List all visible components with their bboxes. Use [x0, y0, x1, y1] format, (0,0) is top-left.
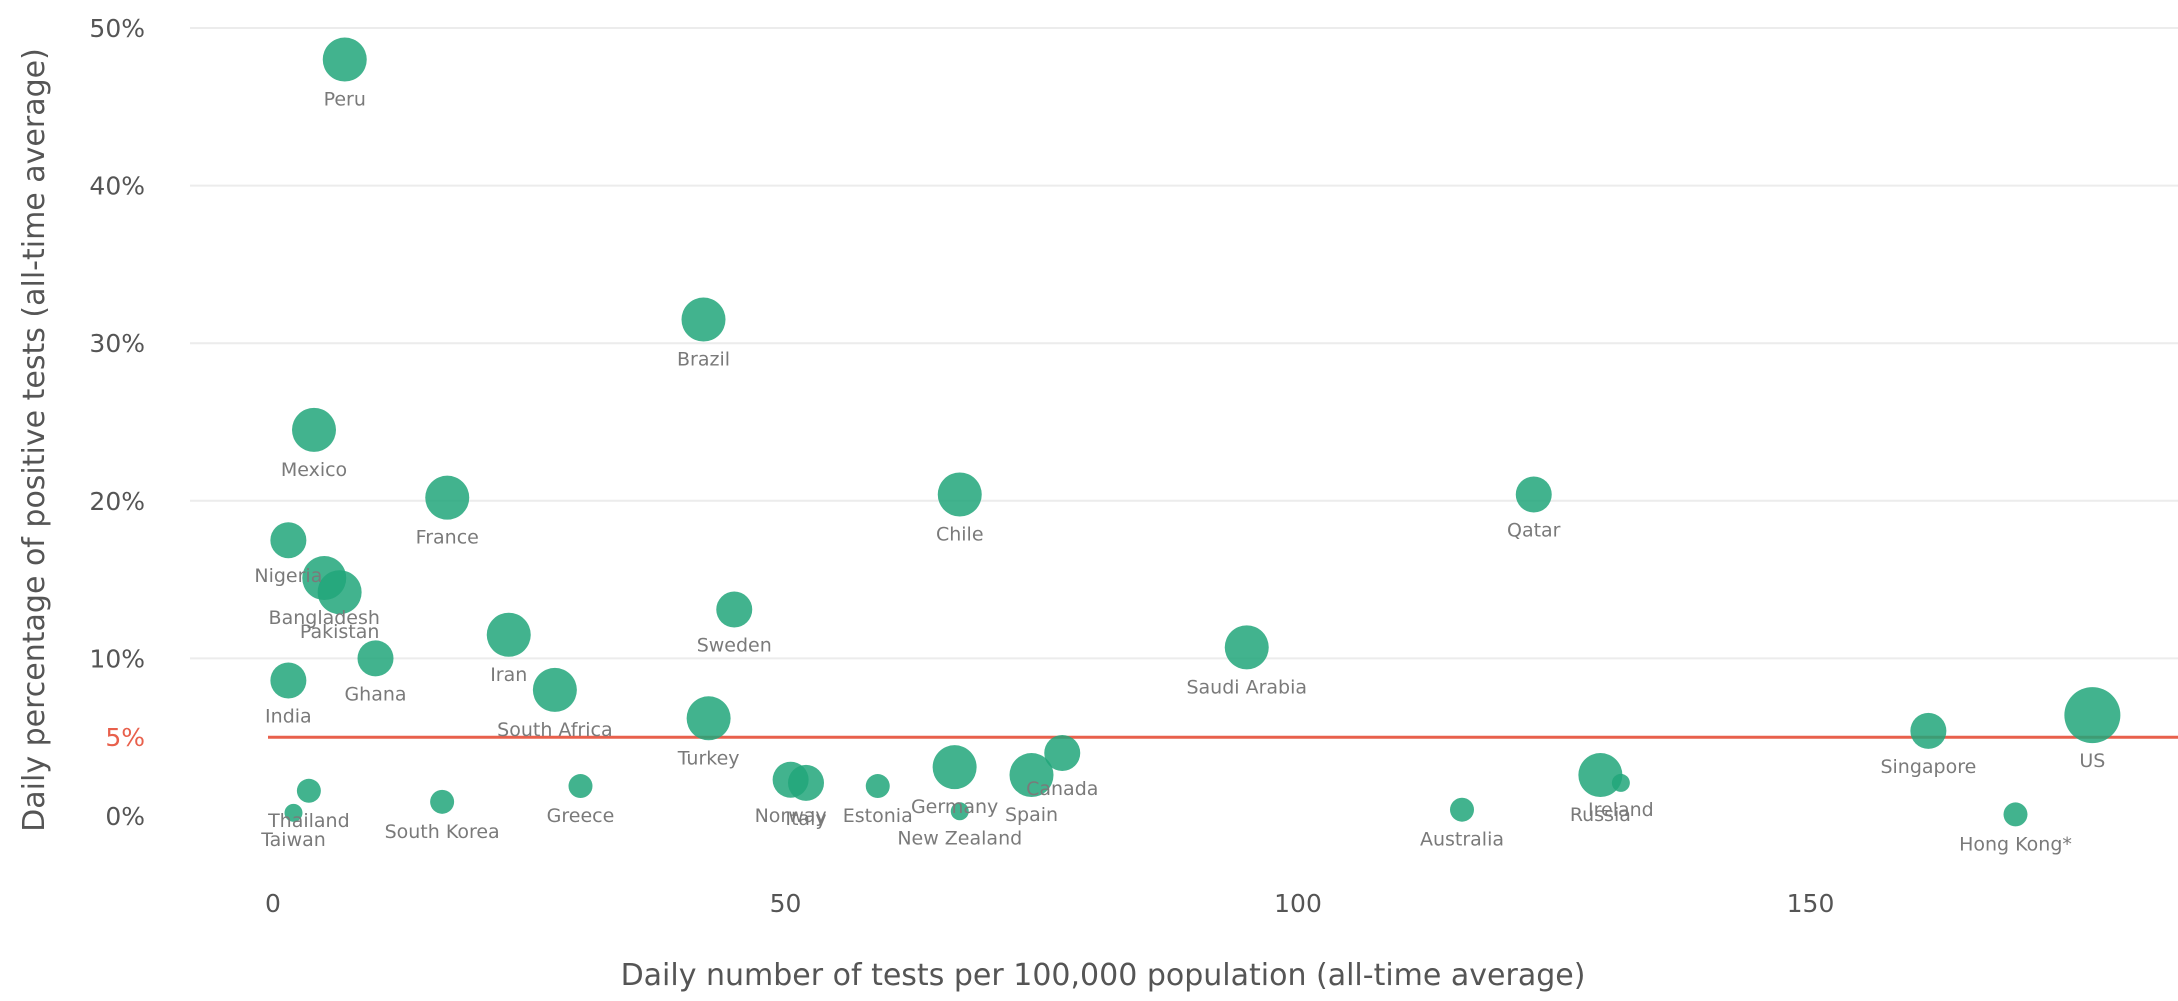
point-label-russia: Russia: [1570, 804, 1631, 826]
point-label-turkey: Turkey: [677, 747, 740, 769]
point-label-estonia: Estonia: [843, 805, 913, 827]
point-label-brazil: Brazil: [677, 349, 730, 371]
point-peru: [322, 37, 367, 82]
point-label-chile: Chile: [936, 523, 984, 545]
point-us: [2064, 687, 2121, 744]
point-india: [270, 662, 307, 699]
point-estonia: [865, 774, 890, 799]
point-qatar: [1515, 476, 1552, 513]
point-label-new-zealand: New Zealand: [897, 827, 1022, 849]
point-label-pakistan: Pakistan: [300, 621, 380, 643]
point-label-south-korea: South Korea: [385, 821, 500, 843]
point-label-norway: Norway: [755, 805, 827, 827]
point-label-ghana: Ghana: [344, 683, 406, 705]
point-label-singapore: Singapore: [1880, 756, 1976, 778]
point-label-spain: Spain: [1005, 804, 1058, 826]
x-tick-label: 150: [1787, 889, 1835, 918]
point-spain: [1009, 753, 1054, 798]
point-mexico: [292, 407, 336, 452]
reference-line-label: 5%: [105, 723, 145, 752]
x-axis-title: Daily number of tests per 100,000 popula…: [621, 958, 1586, 993]
point-label-france: France: [416, 527, 479, 549]
point-label-thailand: Thailand: [267, 810, 350, 832]
point-label-hong-kong: Hong Kong*: [1959, 833, 2072, 855]
point-label-iran: Iran: [490, 664, 527, 686]
y-tick-label: 30%: [89, 329, 145, 358]
x-tick-label: 0: [265, 889, 281, 918]
y-tick-label: 0%: [105, 802, 145, 831]
point-label-ireland: Ireland: [1588, 799, 1654, 821]
grid-layer: [190, 27, 2178, 660]
point-thailand: [296, 778, 321, 803]
y-tick-label: 40%: [89, 172, 145, 201]
point-label-peru: Peru: [324, 89, 366, 111]
point-iran: [486, 612, 531, 657]
point-label-saudi-arabia: Saudi Arabia: [1186, 676, 1307, 698]
point-greece: [568, 774, 593, 799]
bubble-layer: [270, 37, 2121, 827]
point-label-qatar: Qatar: [1507, 519, 1561, 541]
point-australia: [1450, 797, 1474, 822]
x-tick-label: 50: [770, 889, 802, 918]
y-tick-label: 20%: [89, 487, 145, 516]
point-label-mexico: Mexico: [281, 459, 347, 481]
point-france: [425, 475, 470, 520]
point-singapore: [1910, 712, 1947, 749]
point-nigeria: [270, 522, 307, 559]
point-italy: [788, 764, 824, 801]
point-chile: [937, 472, 982, 517]
point-label-canada: Canada: [1026, 778, 1098, 800]
point-south-korea: [430, 789, 455, 814]
point-label-italy: Italy: [785, 808, 826, 830]
point-canada: [1044, 734, 1081, 771]
point-russia: [1578, 753, 1623, 798]
point-new-zealand: [950, 802, 969, 821]
point-hong-kong: [2003, 802, 2028, 827]
point-saudi-arabia: [1224, 625, 1269, 670]
point-pakistan: [317, 570, 362, 615]
point-taiwan: [284, 803, 303, 822]
point-label-germany: Germany: [911, 796, 998, 818]
point-label-greece: Greece: [547, 805, 615, 827]
point-label-bangladesh: Bangladesh: [269, 607, 380, 629]
point-label-sweden: Sweden: [697, 635, 772, 657]
point-ireland: [1611, 773, 1630, 792]
point-south-africa: [532, 667, 577, 712]
point-label-layer: Peru Brazil Mexico France Chile Qatar Nigeria B…: [254, 89, 2105, 856]
point-label-taiwan: Taiwan: [260, 829, 326, 851]
point-label-south-africa: South Africa: [497, 719, 612, 741]
point-label-australia: Australia: [1420, 829, 1504, 851]
point-germany: [932, 745, 977, 790]
y-axis-title: Daily percentage of positive tests (all-…: [17, 48, 52, 832]
point-label-nigeria: Nigeria: [254, 565, 322, 587]
y-tick-label: 50%: [89, 14, 145, 43]
point-label-us: US: [2079, 750, 2105, 772]
point-label-india: India: [265, 705, 312, 727]
point-turkey: [686, 696, 731, 741]
point-sweden: [716, 591, 753, 628]
tick-layer: 0% 10% 20% 30% 40% 50% 0 50 100 150 5%: [89, 14, 1834, 918]
point-brazil: [681, 297, 726, 342]
y-tick-label: 10%: [89, 644, 145, 673]
x-tick-label: 100: [1274, 889, 1322, 918]
point-ghana: [357, 640, 394, 677]
